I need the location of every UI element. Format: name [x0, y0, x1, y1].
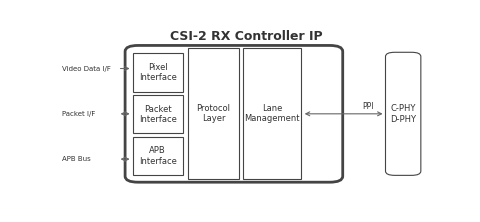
FancyBboxPatch shape [385, 52, 421, 175]
Text: APB Bus: APB Bus [62, 156, 91, 162]
Text: Pixel
Interface: Pixel Interface [139, 63, 177, 82]
Text: Packet
Interface: Packet Interface [139, 105, 177, 124]
FancyBboxPatch shape [188, 48, 239, 179]
Text: C-PHY
D-PHY: C-PHY D-PHY [390, 104, 416, 123]
Text: Lane
Management: Lane Management [244, 104, 300, 123]
Text: CSI-2 RX Controller IP: CSI-2 RX Controller IP [170, 30, 322, 43]
FancyBboxPatch shape [132, 53, 183, 92]
Text: Protocol
Layer: Protocol Layer [196, 104, 230, 123]
FancyBboxPatch shape [125, 46, 343, 182]
Text: PPI: PPI [362, 102, 374, 111]
FancyBboxPatch shape [132, 95, 183, 133]
FancyBboxPatch shape [243, 48, 301, 179]
Text: APB
Interface: APB Interface [139, 147, 177, 166]
FancyBboxPatch shape [132, 137, 183, 175]
Text: Packet I/F: Packet I/F [62, 111, 95, 117]
Text: Video Data I/F: Video Data I/F [62, 65, 111, 71]
